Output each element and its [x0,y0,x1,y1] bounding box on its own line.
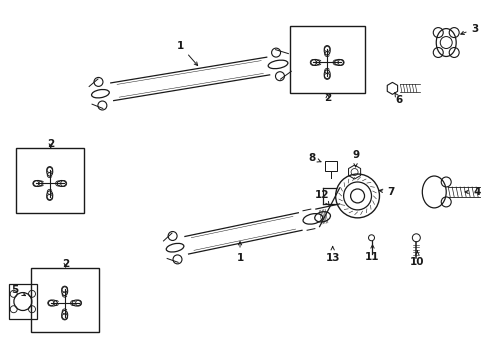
Text: 1: 1 [176,41,197,66]
Text: 7: 7 [379,187,395,197]
Bar [325,161,337,171]
Text: 10: 10 [410,251,424,267]
Text: 2: 2 [47,139,54,149]
Text: 9: 9 [352,150,359,167]
Text: 2: 2 [62,259,69,269]
Text: 11: 11 [365,245,380,262]
Bar [31,268,98,332]
Bar [16,148,84,213]
Text: 3: 3 [461,24,479,35]
Bar [290,26,365,93]
Text: 6: 6 [394,93,403,105]
Text: 5: 5 [11,284,25,296]
Text: 8: 8 [308,153,321,163]
Text: 1: 1 [236,242,244,263]
Text: 4: 4 [465,187,481,197]
Bar [9,284,37,319]
Text: 2: 2 [324,93,331,103]
Text: 12: 12 [315,190,329,205]
Text: 13: 13 [325,247,340,263]
